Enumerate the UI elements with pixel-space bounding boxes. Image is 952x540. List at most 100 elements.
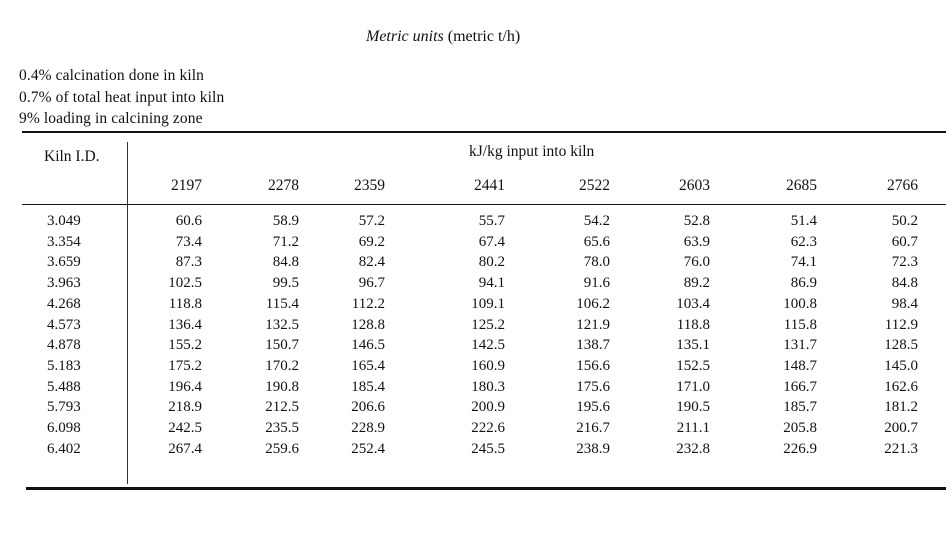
table-cell: 200.9 — [471, 399, 505, 416]
table-cell: 238.9 — [576, 440, 610, 457]
table-cell: 135.1 — [676, 337, 710, 354]
row-label: 4.573 — [47, 316, 81, 333]
table-cell: 69.2 — [358, 233, 385, 250]
table-cell: 115.4 — [265, 295, 299, 312]
table-cell: 136.4 — [168, 316, 202, 333]
table-cell: 138.7 — [576, 337, 610, 354]
span-header: kJ/kg input into kiln — [469, 143, 595, 160]
table-cell: 63.9 — [683, 233, 710, 250]
table-cell: 118.8 — [676, 316, 710, 333]
table-cell: 86.9 — [790, 275, 817, 292]
table-cell: 98.4 — [891, 295, 918, 312]
table-cell: 259.6 — [265, 440, 299, 457]
note-line: 0.4% calcination done in kiln — [19, 67, 204, 84]
title-rest: (metric t/h) — [443, 28, 521, 45]
table-cell: 175.2 — [168, 357, 202, 374]
table-cell: 87.3 — [175, 254, 202, 271]
table-cell: 96.7 — [358, 275, 385, 292]
table-cell: 58.9 — [272, 213, 299, 229]
table-cell: 212.5 — [265, 399, 299, 416]
stub-header: Kiln I.D. — [44, 148, 100, 165]
row-label: 6.402 — [47, 440, 81, 457]
table-cell: 121.9 — [576, 316, 610, 333]
table-cell: 128.8 — [351, 316, 385, 333]
table-cell: 180.3 — [471, 378, 505, 395]
table-cell: 160.9 — [471, 357, 505, 374]
table-cell: 50.2 — [891, 213, 918, 229]
column-header: 2441 — [474, 177, 505, 194]
table-cell: 145.0 — [884, 357, 918, 374]
table-cell: 132.5 — [265, 316, 299, 333]
title-italic: Metric units — [366, 28, 444, 45]
table-cell: 65.6 — [583, 233, 610, 250]
table-cell: 195.6 — [576, 399, 610, 416]
table-bottom-rule — [26, 487, 946, 490]
table-cell: 109.1 — [471, 295, 505, 312]
table-cell: 103.4 — [676, 295, 710, 312]
table-cell: 54.2 — [583, 213, 610, 229]
table-cell: 84.8 — [272, 254, 299, 271]
table-cell: 131.7 — [783, 337, 817, 354]
table-cell: 62.3 — [790, 233, 817, 250]
table-cell: 52.8 — [683, 213, 710, 229]
table-cell: 221.3 — [884, 440, 918, 457]
column-header: 2522 — [579, 177, 610, 194]
column-header: 2685 — [786, 177, 817, 194]
table-cell: 73.4 — [175, 233, 202, 250]
table-cell: 112.2 — [351, 295, 385, 312]
table-cell: 67.4 — [478, 233, 505, 250]
table-cell: 216.7 — [576, 420, 610, 436]
table-cell: 100.8 — [783, 295, 817, 312]
table-cell: 118.8 — [168, 295, 202, 312]
table-cell: 211.1 — [676, 420, 710, 436]
table-cell: 155.2 — [168, 337, 202, 354]
table-cell: 82.4 — [358, 254, 385, 271]
table-cell: 166.7 — [783, 378, 817, 395]
column-header: 2197 — [171, 177, 202, 194]
table-cell: 156.6 — [576, 357, 610, 374]
row-label: 3.963 — [47, 275, 81, 292]
table-cell: 185.7 — [783, 399, 817, 416]
row-label: 5.793 — [47, 399, 81, 416]
table-top-rule — [22, 131, 946, 133]
table-cell: 146.5 — [351, 337, 385, 354]
table-cell: 267.4 — [168, 440, 202, 457]
table-cell: 222.6 — [471, 420, 505, 436]
table-cell: 150.7 — [265, 337, 299, 354]
row-label: 3.049 — [47, 213, 81, 229]
row-label: 4.268 — [47, 295, 81, 312]
table-cell: 76.0 — [683, 254, 710, 271]
row-label: 3.354 — [47, 233, 81, 250]
table-cell: 252.4 — [351, 440, 385, 457]
table-cell: 112.9 — [884, 316, 918, 333]
column-header: 2359 — [354, 177, 385, 194]
table-cell: 94.1 — [478, 275, 505, 292]
table-cell: 78.0 — [583, 254, 610, 271]
table-cell: 170.2 — [265, 357, 299, 374]
table-cell: 51.4 — [790, 213, 817, 229]
table-cell: 165.4 — [351, 357, 385, 374]
table-cell: 84.8 — [891, 275, 918, 292]
table-cell: 232.8 — [676, 440, 710, 457]
table-cell: 102.5 — [168, 275, 202, 292]
table-cell: 228.9 — [351, 420, 385, 436]
table-cell: 242.5 — [168, 420, 202, 436]
table-cell: 99.5 — [272, 275, 299, 292]
table-cell: 185.4 — [351, 378, 385, 395]
table-cell: 55.7 — [478, 213, 505, 229]
table-cell: 245.5 — [471, 440, 505, 457]
table-cell: 205.8 — [783, 420, 817, 436]
row-label: 3.659 — [47, 254, 81, 271]
table-cell: 128.5 — [884, 337, 918, 354]
table-cell: 57.2 — [358, 213, 385, 229]
column-header: 2278 — [268, 177, 299, 194]
row-label: 5.488 — [47, 378, 81, 395]
note-line: 0.7% of total heat input into kiln — [19, 89, 225, 106]
column-header: 2603 — [679, 177, 710, 194]
table-cell: 80.2 — [478, 254, 505, 271]
table-cell: 72.3 — [891, 254, 918, 271]
note-line: 9% loading in calcining zone — [19, 110, 203, 127]
table-cell: 106.2 — [576, 295, 610, 312]
table-cell: 181.2 — [884, 399, 918, 416]
table-cell: 142.5 — [471, 337, 505, 354]
